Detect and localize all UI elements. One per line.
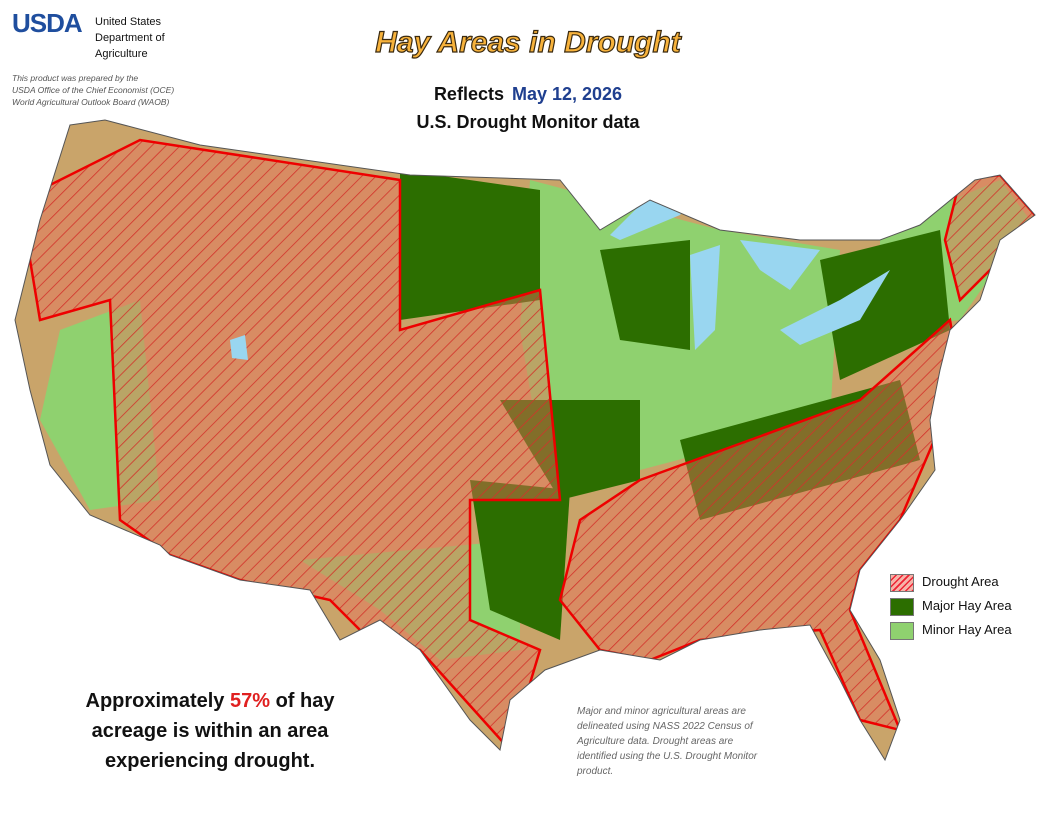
summary-text: acreage is within an area [91, 720, 329, 742]
summary-percent: 57% [230, 690, 271, 712]
legend-label: Major Hay Area [922, 598, 1012, 613]
summary: Approximately 57% of hay acreage is with… [40, 686, 380, 776]
subtitle-date: May 12, 2026 [511, 84, 623, 104]
agency-line: United States [95, 16, 162, 28]
footnote-line: Major and minor agricultural areas are [577, 706, 746, 717]
logo: USDA [12, 8, 83, 38]
summary-text: Approximately [85, 690, 225, 712]
credit-line: This product was prepared by the [12, 73, 139, 83]
credit: This product was prepared by the USDA Of… [12, 72, 174, 108]
agency-line: Department of [95, 32, 165, 44]
footnote-line: identified using the U.S. Drought Monito… [577, 751, 758, 762]
footnote-line: Agriculture data. Drought areas are [577, 736, 734, 747]
footnote-line: product. [577, 766, 614, 777]
subtitle-source: U.S. Drought Monitor data [416, 112, 640, 132]
title: Hay Areas in Drought [375, 25, 682, 59]
legend-label: Minor Hay Area [922, 622, 1012, 637]
legend-label: Drought Area [922, 574, 999, 589]
subtitle: Reflects May 12, 2026 U.S. Drought Monito… [0, 80, 1056, 136]
agency: United States Department of Agriculture [95, 14, 165, 62]
credit-line: USDA Office of the Chief Economist (OCE) [12, 85, 175, 95]
legend: Drought Area Major Hay Area Minor Hay Ar… [890, 570, 1012, 642]
footnote-line: delineated using NASS 2022 Census of [577, 721, 753, 732]
footnote: Major and minor agricultural areas are d… [577, 704, 757, 779]
subtitle-prefix: Reflects [433, 84, 504, 104]
credit-line: World Agricultural Outlook Board (WAOB) [12, 97, 170, 107]
summary-text: of hay [275, 690, 335, 712]
agency-line: Agriculture [95, 48, 148, 60]
summary-text: experiencing drought. [104, 750, 316, 772]
